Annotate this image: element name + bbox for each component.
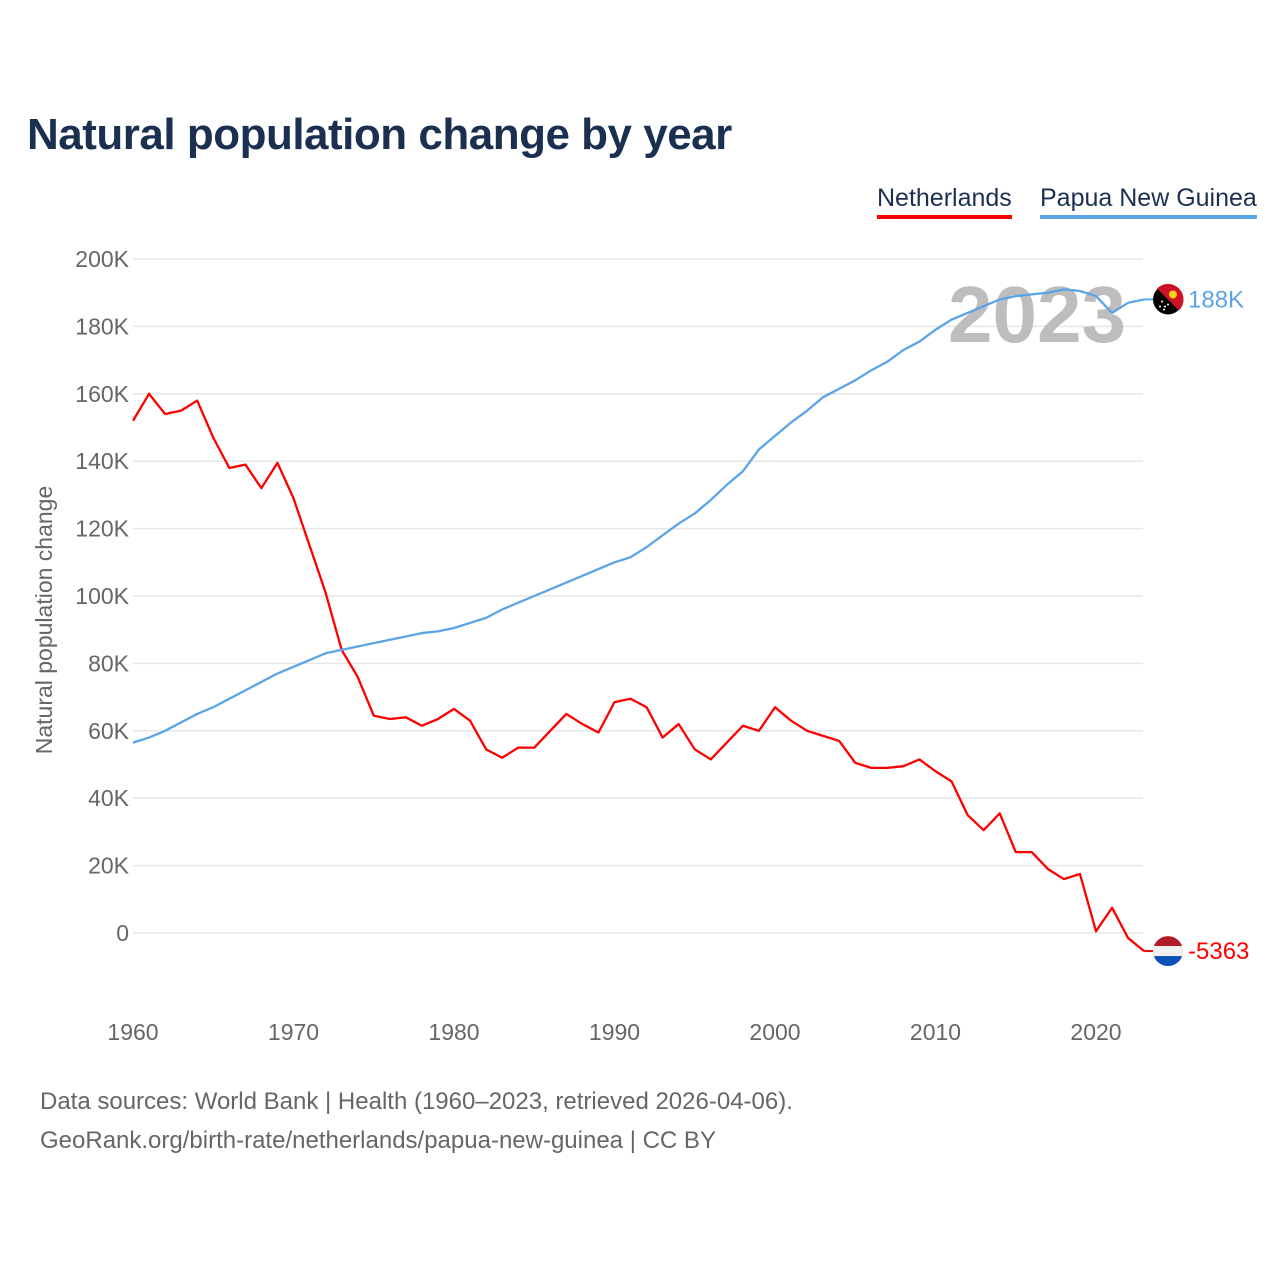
y-tick-label: 140K xyxy=(75,448,129,474)
y-tick-label: 80K xyxy=(88,650,130,676)
end-value-label: -5363 xyxy=(1188,938,1249,965)
x-tick-label: 1970 xyxy=(268,1019,319,1045)
x-tick-label: 2010 xyxy=(910,1019,961,1045)
flag-star xyxy=(1163,308,1165,311)
y-tick-label: 100K xyxy=(75,583,129,609)
y-tick-label: 160K xyxy=(75,381,129,407)
y-axis-label: Natural population change xyxy=(31,486,57,755)
year-watermark: 2023 xyxy=(948,270,1126,359)
legend-item-netherlands[interactable]: Netherlands xyxy=(877,184,1012,219)
flag-stripe xyxy=(1153,956,1183,967)
y-tick-label: 60K xyxy=(88,718,130,744)
x-tick-label: 1960 xyxy=(107,1019,158,1045)
x-tick-label: 2000 xyxy=(749,1019,800,1045)
x-tick-label: 1980 xyxy=(428,1019,479,1045)
flag-star xyxy=(1161,300,1163,303)
flag-stripe xyxy=(1153,936,1183,947)
flag-bird xyxy=(1169,290,1177,299)
y-tick-label: 40K xyxy=(88,785,130,811)
flag-star xyxy=(1167,303,1169,306)
y-tick-label: 20K xyxy=(88,853,130,879)
y-tick-label: 0 xyxy=(116,920,129,946)
legend-item-papua-new-guinea[interactable]: Papua New Guinea xyxy=(1040,184,1257,219)
netherlands-flag-icon xyxy=(1153,936,1183,967)
y-tick-label: 180K xyxy=(75,313,129,339)
x-tick-label: 2020 xyxy=(1070,1019,1121,1045)
y-tick-label: 200K xyxy=(75,246,129,272)
footer-sources: Data sources: World Bank | Health (1960–… xyxy=(40,1088,793,1115)
series-line-papua-new-guinea xyxy=(132,288,1145,744)
x-tick-label: 1990 xyxy=(589,1019,640,1045)
flag-star xyxy=(1164,305,1166,308)
y-tick-label: 120K xyxy=(75,516,129,542)
end-value-label: 188K xyxy=(1188,286,1244,313)
papua-new-guinea-flag-icon xyxy=(1153,283,1184,315)
flag-stripe xyxy=(1153,946,1183,957)
page-title: Natural population change by year xyxy=(27,110,732,159)
footer-link[interactable]: GeoRank.org/birth-rate/netherlands/papua… xyxy=(40,1127,716,1154)
flag-star xyxy=(1159,305,1161,308)
series-line-netherlands xyxy=(132,392,1145,952)
